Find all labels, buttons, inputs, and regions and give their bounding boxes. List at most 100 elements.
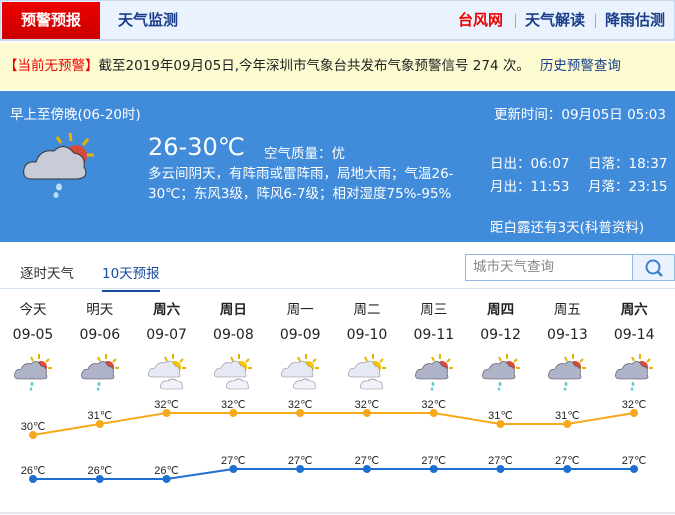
cloud-rain-icon (14, 354, 52, 391)
day-label: 周四 (487, 302, 515, 318)
divider (595, 14, 596, 28)
forecast-day: 周四 09-12 (468, 298, 534, 391)
high-temp-label: 32℃ (355, 399, 380, 411)
temp-range: 26-30℃ (148, 133, 245, 161)
cloud-rain-icon (615, 354, 654, 391)
forecast-day: 周一 09-09 (267, 298, 333, 391)
high-temp-point (29, 431, 37, 439)
forecast-day: 周日 09-08 (200, 298, 266, 391)
cloud-rain-icon (414, 354, 453, 391)
cloud-rain-icon (548, 354, 587, 391)
high-temp-point (563, 420, 572, 428)
high-temp-label: 32℃ (288, 399, 313, 411)
partly-cloudy-icon (147, 354, 186, 390)
date-label: 09-08 (213, 327, 254, 343)
today-panel: 早上至傍晚(06-20时) 更新时间：09月05日 05:03 26-30℃ 空… (0, 91, 675, 241)
date-label: 09-13 (547, 327, 588, 343)
low-temp-point (29, 475, 37, 483)
high-temp-label: 30℃ (21, 421, 46, 433)
high-temp-point (362, 409, 371, 417)
warning-text: 截至2019年09月05日,今年深圳市气象台共发布气象预警信号 274 次。 (98, 58, 530, 74)
low-temp-label: 26℃ (21, 465, 46, 477)
update-time: 更新时间：09月05日 05:03 (493, 107, 666, 123)
high-temp-point (162, 409, 171, 417)
date-label: 09-12 (480, 327, 521, 343)
cloudy-shower-icon (23, 132, 94, 198)
city-search-input[interactable]: 城市天气查询 (465, 254, 633, 281)
high-temp-label: 31℃ (87, 410, 112, 422)
low-temp-point (296, 465, 305, 473)
moonset: 月落：23:15 (588, 179, 668, 195)
forecast-day: 周六 09-14 (601, 298, 667, 391)
low-temp-point (630, 465, 639, 473)
search-button[interactable] (633, 254, 675, 281)
day-label: 周日 (219, 302, 247, 318)
high-temp-label: 31℃ (555, 410, 580, 422)
top-nav (0, 0, 675, 41)
high-temp-point (296, 409, 305, 417)
sunrise: 日出：06:07 (490, 156, 570, 172)
high-temp-point (95, 420, 104, 428)
history-warning-link[interactable]: 历史预警查询 (539, 58, 621, 74)
high-temp-point (429, 409, 438, 417)
cloud-rain-icon (481, 354, 520, 391)
solar-term-link[interactable]: 距白露还有3天(科普资料) (490, 220, 645, 236)
high-temp-point (229, 409, 238, 417)
low-temp-label: 27℃ (622, 455, 647, 467)
low-temp-point (429, 465, 438, 473)
high-temp-label: 31℃ (488, 410, 513, 422)
low-temp-point (95, 475, 104, 483)
low-temp-label: 26℃ (87, 465, 112, 477)
low-temp-point (362, 465, 371, 473)
low-temp-point (229, 465, 238, 473)
day-label: 今天 (19, 302, 47, 318)
high-temp-point (496, 420, 505, 428)
partly-cloudy-icon (348, 354, 386, 390)
warning-bar: 【当前无预警】截至2019年09月05日,今年深圳市气象台共发布气象预警信号 2… (0, 43, 675, 90)
day-label: 明天 (86, 302, 114, 318)
divider (515, 14, 516, 28)
day-label: 周六 (153, 302, 181, 318)
low-temp-point (563, 465, 572, 473)
partly-cloudy-icon (214, 354, 253, 390)
day-label: 周六 (620, 302, 648, 318)
typhoon-link[interactable]: 台风网 (458, 11, 504, 29)
date-label: 09-07 (146, 327, 187, 343)
high-temp-label: 32℃ (221, 399, 246, 411)
partly-cloudy-icon (281, 354, 320, 390)
divider (0, 512, 675, 514)
low-temp-point (162, 475, 171, 483)
forecast-day: 周三 09-11 (401, 298, 467, 391)
low-temp-label: 27℃ (421, 455, 446, 467)
rain-estimate-link[interactable]: 降雨估测 (605, 11, 666, 29)
low-temp-label: 27℃ (288, 455, 313, 467)
cloud-rain-icon (80, 354, 119, 391)
high-temp-label: 32℃ (154, 399, 179, 411)
forecast-day: 周六 09-07 (134, 298, 200, 391)
date-label: 09-11 (413, 327, 455, 343)
low-temp-label: 26℃ (154, 465, 179, 477)
high-temp-label: 32℃ (421, 399, 446, 411)
high-temp-label: 32℃ (622, 399, 647, 411)
warning-status: 【当前无预警】 (4, 58, 99, 74)
date-label: 09-05 (12, 327, 54, 343)
day-label: 周一 (286, 302, 314, 318)
low-temp-label: 27℃ (221, 455, 246, 467)
tab-warning-forecast[interactable]: 预警预报 (2, 2, 100, 39)
tab-10-day[interactable]: 10天预报 (102, 262, 160, 292)
temperature-chart: 30℃ 31℃ 32℃ 32℃ 32℃ 32℃ 32℃ 31℃ 31℃ 32℃ 26℃ 26℃ 26℃ 2… (21, 399, 647, 483)
tab-weather-monitor[interactable]: 天气监测 (118, 11, 179, 29)
moonrise: 月出：11:53 (490, 179, 570, 195)
weather-interpret-link[interactable]: 天气解读 (525, 11, 586, 29)
forecast-day: 周五 09-13 (534, 298, 600, 391)
tab-hourly[interactable]: 逐时天气 (20, 266, 74, 282)
search-icon (645, 259, 663, 277)
forecast-tabs: 逐时天气 10天预报 (0, 241, 675, 292)
low-temp-line (33, 468, 635, 480)
day-label: 周五 (553, 302, 581, 318)
period-label: 早上至傍晚(06-20时) (10, 107, 141, 123)
air-quality: 空气质量：优 (264, 146, 345, 162)
date-label: 09-10 (346, 327, 388, 343)
low-temp-label: 27℃ (555, 455, 580, 467)
low-temp-point (496, 465, 505, 473)
